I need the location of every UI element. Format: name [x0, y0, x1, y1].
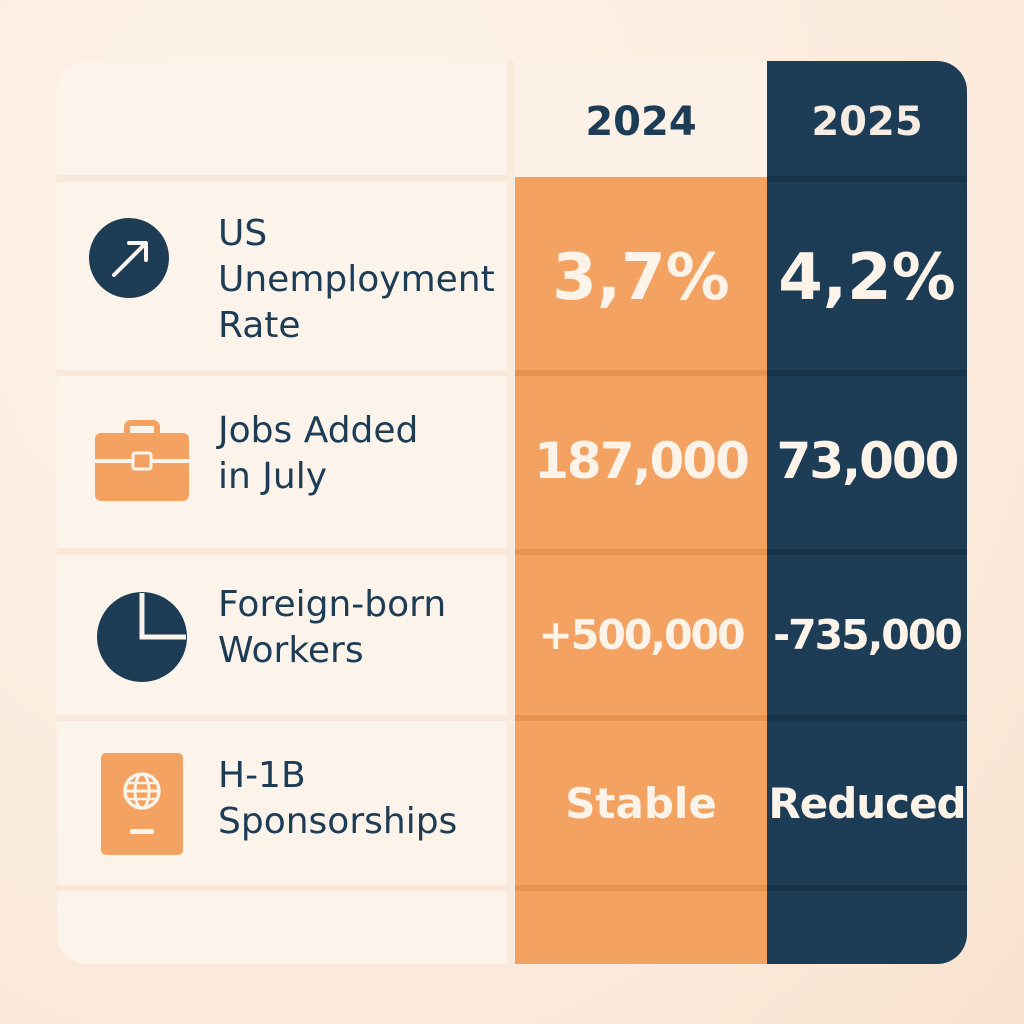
column-2024 — [515, 61, 767, 964]
row-divider — [767, 715, 967, 721]
passport-icon — [101, 753, 183, 855]
pie-chart-icon — [97, 592, 187, 682]
label-line: Workers — [218, 630, 364, 671]
row-cell — [57, 891, 507, 964]
row-divider — [515, 885, 767, 891]
row-divider — [515, 715, 767, 721]
row-divider — [515, 370, 767, 376]
header-label-cell — [57, 61, 507, 175]
row-divider — [767, 370, 967, 376]
value-2024-unemployment: 3,7% — [552, 241, 730, 315]
row-label-unemployment: US Unemployment Rate — [218, 211, 508, 349]
row-divider — [767, 549, 967, 555]
value-2025-unemployment: 4,2% — [778, 241, 956, 315]
label-line: Rate — [218, 305, 301, 346]
label-line: Sponsorships — [218, 801, 458, 842]
row-label-jobs: Jobs Added in July — [218, 408, 508, 500]
label-line: US — [218, 213, 268, 254]
trending-up-arrow-icon — [89, 218, 169, 298]
value-2024-foreign-born: +500,000 — [538, 611, 745, 659]
value-2025-foreign-born: -735,000 — [773, 611, 963, 659]
row-label-foreign-born: Foreign-born Workers — [218, 582, 508, 674]
briefcase-icon — [95, 420, 189, 501]
column-header-2025: 2025 — [811, 99, 923, 145]
label-line: H-1B — [218, 755, 306, 796]
comparison-table: 2024 2025 US Unemployment Rate 3,7% 4,2%… — [57, 61, 967, 964]
label-line: Unemployment — [218, 259, 495, 300]
row-label-h1b: H-1B Sponsorships — [218, 753, 508, 845]
row-divider — [767, 176, 967, 182]
header-2024-cell — [515, 61, 767, 177]
column-header-2024: 2024 — [585, 99, 697, 145]
row-divider — [515, 549, 767, 555]
label-line: in July — [218, 456, 328, 497]
column-2025 — [767, 61, 967, 964]
value-2024-jobs: 187,000 — [534, 432, 750, 490]
value-2024-h1b: Stable — [565, 779, 717, 828]
row-divider — [767, 885, 967, 891]
value-2025-jobs: 73,000 — [776, 432, 960, 490]
label-line: Jobs Added — [218, 410, 419, 451]
label-line: Foreign-born — [218, 584, 447, 625]
value-2025-h1b: Reduced — [768, 779, 966, 828]
